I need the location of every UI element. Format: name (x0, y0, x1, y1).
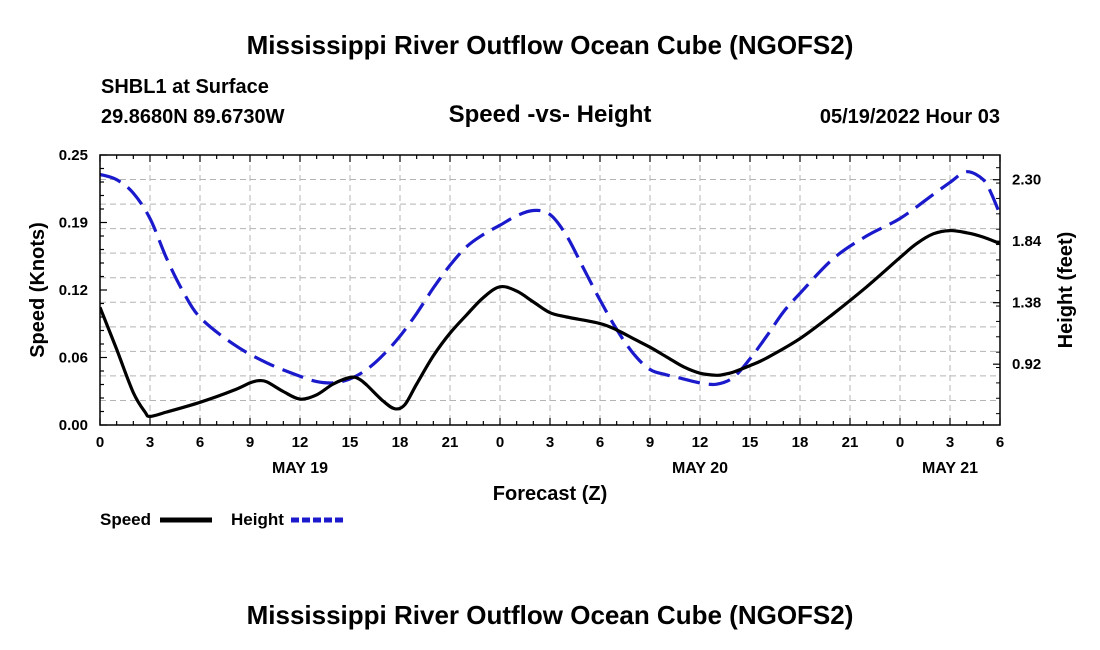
y-tick-label: 0.06 (59, 350, 88, 367)
date-label: MAY 20 (672, 460, 728, 477)
x-tick-label: 3 (146, 434, 154, 451)
station-label: SHBL1 at Surface (101, 76, 269, 98)
axis-ticks (99, 154, 1001, 426)
chart-subtitle: Speed -vs- Height (448, 101, 652, 128)
y-tick-label: 0.12 (59, 282, 88, 299)
x-tick-label: 12 (692, 434, 709, 451)
x-tick-label: 0 (96, 434, 104, 451)
chart-title: Mississippi River Outflow Ocean Cube (NG… (246, 30, 854, 60)
x-tick-label: 15 (342, 434, 359, 451)
grid (100, 155, 1000, 425)
x-tick-label: 0 (896, 434, 904, 451)
x-tick-label: 9 (646, 434, 654, 451)
y-tick-label: 0.00 (59, 417, 88, 434)
station-coords: 29.8680N 89.6730W (101, 106, 285, 128)
x-tick-label: 3 (946, 434, 954, 451)
y-axis-label: Speed (Knots) (27, 222, 49, 358)
date-label: MAY 19 (272, 460, 328, 477)
x-tick-label: 15 (742, 434, 759, 451)
y2-tick-label: 1.38 (1012, 295, 1041, 312)
series-height-line (100, 170, 1000, 387)
footer-title: Mississippi River Outflow Ocean Cube (NG… (246, 600, 854, 630)
y2-tick-label: 0.92 (1012, 356, 1041, 373)
y2-tick-label: 1.84 (1012, 233, 1042, 250)
tick-labels: 0 3 6 9 12 15 18 21 0 3 6 9 12 15 18 21 0 3 6 MAY 19 MAY 20 M… (59, 147, 1042, 477)
x-tick-label: 3 (546, 434, 554, 451)
y-tick-label: 0.19 (59, 215, 88, 232)
x-tick-label: 21 (442, 434, 459, 451)
x-tick-label: 18 (392, 434, 409, 451)
x-tick-label: 18 (792, 434, 809, 451)
x-tick-label: 21 (842, 434, 859, 451)
x-tick-label: 9 (246, 434, 254, 451)
x-tick-label: 12 (292, 434, 309, 451)
date-label: MAY 21 (922, 460, 978, 477)
y2-axis-label: Height (feet) (1055, 232, 1077, 349)
legend-height-label: Height (231, 510, 284, 529)
x-tick-label: 6 (196, 434, 204, 451)
series-speed-line (100, 228, 1000, 418)
y-tick-label: 0.25 (59, 147, 88, 164)
forecast-datetime: 05/19/2022 Hour 03 (819, 106, 1000, 128)
x-tick-label: 6 (596, 434, 604, 451)
series-lines (100, 170, 1000, 418)
legend-speed-label: Speed (100, 510, 151, 529)
legend: Speed Height (100, 510, 343, 529)
x-tick-label: 6 (996, 434, 1004, 451)
x-axis-label: Forecast (Z) (493, 483, 607, 505)
y2-tick-label: 2.30 (1012, 172, 1041, 189)
x-tick-label: 0 (496, 434, 504, 451)
